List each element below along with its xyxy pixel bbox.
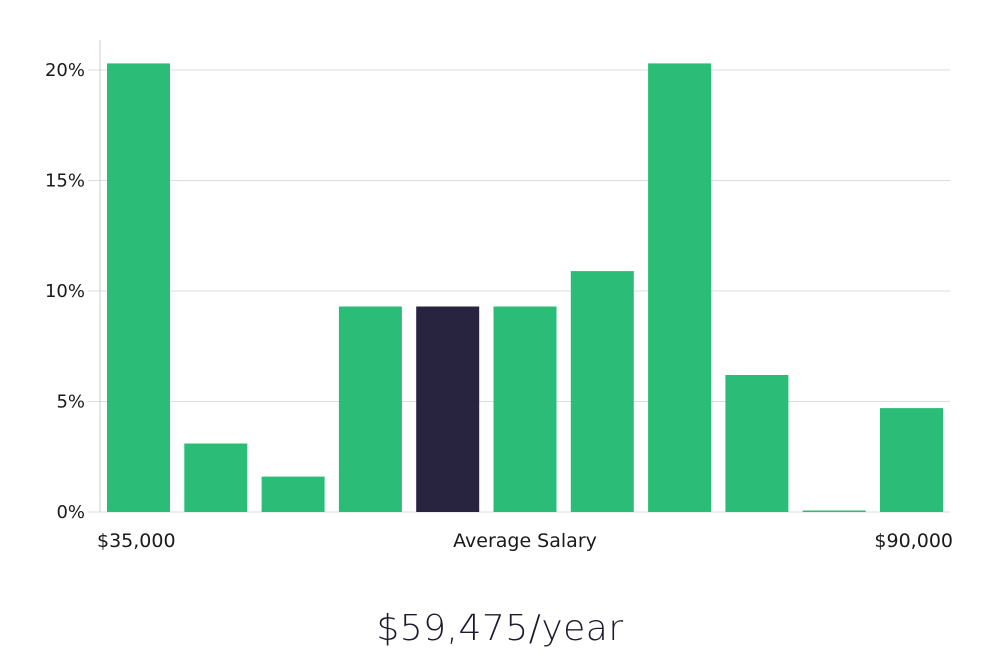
y-tick-label: 15% [45, 171, 85, 192]
bar [107, 63, 170, 513]
y-tick-label: 5% [56, 392, 85, 413]
bar [338, 306, 402, 512]
x-max-label: $90,000 [874, 530, 953, 552]
bar [725, 375, 789, 512]
x-min-label: $35,000 [97, 530, 176, 552]
bar [648, 63, 712, 513]
bar [802, 510, 866, 512]
bar-highlighted [416, 306, 480, 512]
x-axis-label: Average Salary [453, 530, 597, 552]
bar [493, 306, 557, 512]
y-axis-ticks: 0% 5% 10% 15% 20% [45, 60, 85, 523]
bar [261, 476, 325, 512]
bar [880, 408, 943, 512]
y-tick-label: 0% [56, 502, 85, 523]
bar [184, 443, 248, 512]
y-tick-label: 20% [45, 60, 85, 81]
average-salary-value: $59,475/year [376, 608, 624, 649]
y-tick-label: 10% [45, 281, 85, 302]
bar [570, 271, 634, 512]
salary-histogram: 0% 5% 10% 15% 20% $35,000 Average Salary $90… [45, 40, 953, 552]
bars [107, 63, 943, 513]
